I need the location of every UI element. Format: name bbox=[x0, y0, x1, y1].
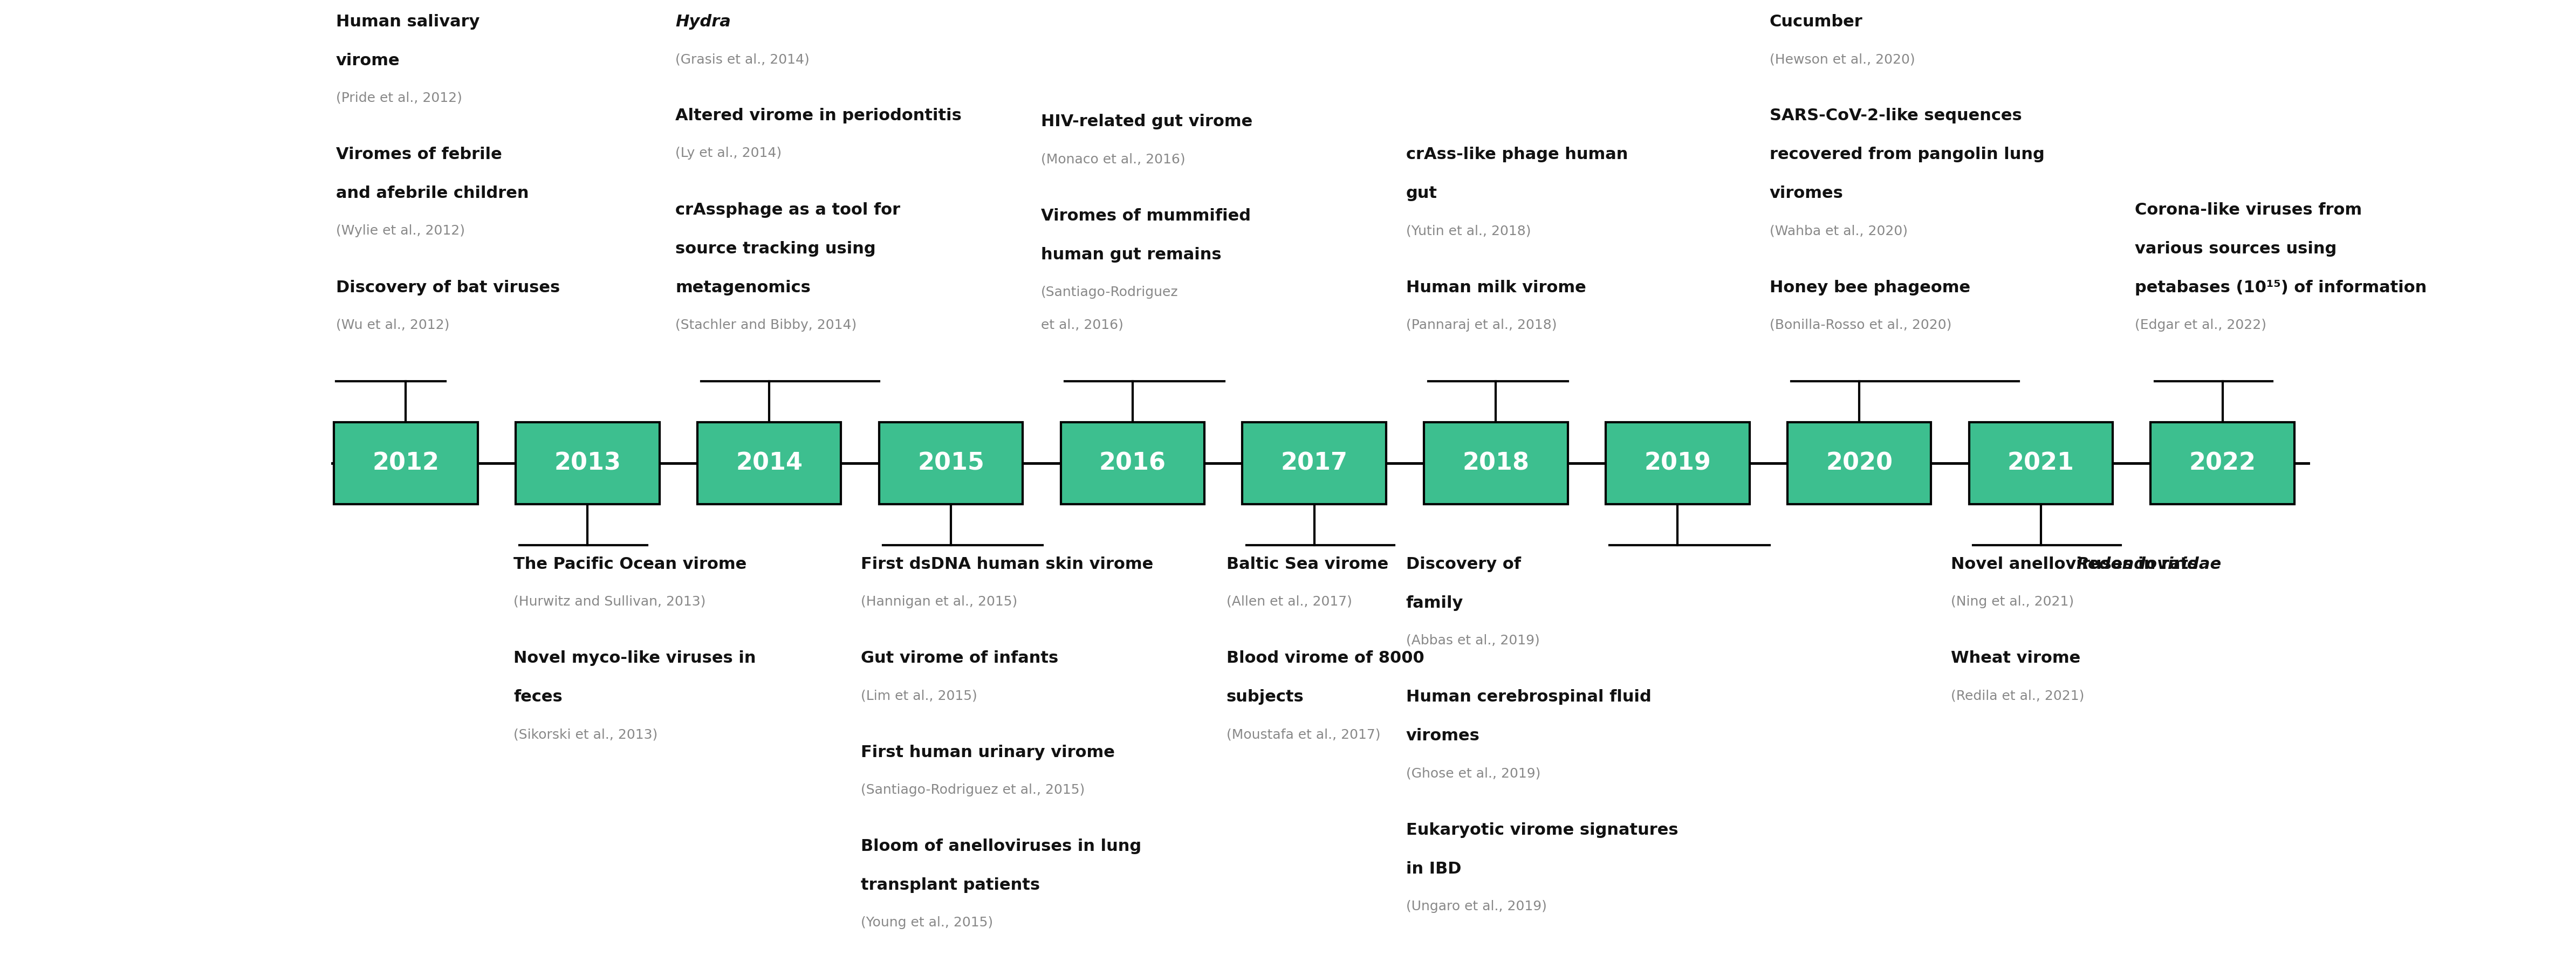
Text: Redondoviridae: Redondoviridae bbox=[2076, 556, 2221, 572]
Text: subjects: subjects bbox=[1226, 689, 1303, 704]
Text: 2021: 2021 bbox=[2007, 452, 2074, 475]
Text: 2019: 2019 bbox=[1643, 452, 1710, 475]
Text: (Monaco et al., 2016): (Monaco et al., 2016) bbox=[1041, 153, 1185, 166]
Text: recovered from pangolin lung: recovered from pangolin lung bbox=[1770, 147, 2045, 163]
Text: and afebrile children: and afebrile children bbox=[335, 186, 528, 202]
Text: Altered virome in periodontitis: Altered virome in periodontitis bbox=[675, 109, 961, 124]
Text: 2018: 2018 bbox=[1463, 452, 1530, 475]
Text: (Wahba et al., 2020): (Wahba et al., 2020) bbox=[1770, 225, 1906, 237]
Text: (Edgar et al., 2022): (Edgar et al., 2022) bbox=[2136, 319, 2267, 331]
Text: (Ghose et al., 2019): (Ghose et al., 2019) bbox=[1406, 766, 1540, 780]
Text: 2017: 2017 bbox=[1280, 452, 1347, 475]
Text: human gut remains: human gut remains bbox=[1041, 247, 1221, 263]
Text: metagenomics: metagenomics bbox=[675, 280, 811, 296]
Text: First human urinary virome: First human urinary virome bbox=[860, 744, 1115, 760]
Text: Human milk virome: Human milk virome bbox=[1406, 280, 1587, 296]
Text: 2013: 2013 bbox=[554, 452, 621, 475]
Text: Bloom of anelloviruses in lung: Bloom of anelloviruses in lung bbox=[860, 838, 1141, 854]
Text: HIV-related gut virome: HIV-related gut virome bbox=[1041, 114, 1252, 130]
Text: (Yutin et al., 2018): (Yutin et al., 2018) bbox=[1406, 225, 1530, 237]
Text: (Abbas et al., 2019): (Abbas et al., 2019) bbox=[1406, 634, 1540, 647]
Text: SARS-CoV-2-like sequences: SARS-CoV-2-like sequences bbox=[1770, 109, 2022, 124]
Text: (Stachler and Bibby, 2014): (Stachler and Bibby, 2014) bbox=[675, 319, 858, 331]
Text: (Ly et al., 2014): (Ly et al., 2014) bbox=[675, 147, 781, 160]
Text: Human cerebrospinal fluid: Human cerebrospinal fluid bbox=[1406, 689, 1651, 704]
Text: source tracking using: source tracking using bbox=[675, 241, 876, 257]
Text: family: family bbox=[1406, 595, 1463, 610]
Text: 2016: 2016 bbox=[1100, 452, 1167, 475]
Text: (Redila et al., 2021): (Redila et al., 2021) bbox=[1950, 689, 2084, 703]
FancyBboxPatch shape bbox=[1605, 422, 1749, 504]
Text: (Allen et al., 2017): (Allen et al., 2017) bbox=[1226, 595, 1352, 609]
Text: Discovery of: Discovery of bbox=[1406, 556, 1528, 572]
Text: Cucumber: Cucumber bbox=[1770, 15, 1862, 30]
Text: (Wylie et al., 2012): (Wylie et al., 2012) bbox=[335, 225, 464, 237]
Text: (Grasis et al., 2014): (Grasis et al., 2014) bbox=[675, 53, 809, 66]
Text: viromes: viromes bbox=[1406, 728, 1479, 744]
Text: (Pride et al., 2012): (Pride et al., 2012) bbox=[335, 92, 461, 105]
FancyBboxPatch shape bbox=[335, 422, 477, 504]
Text: (Hannigan et al., 2015): (Hannigan et al., 2015) bbox=[860, 595, 1018, 609]
Text: 2012: 2012 bbox=[374, 452, 440, 475]
Text: Human salivary: Human salivary bbox=[335, 15, 479, 30]
Text: Gut virome of infants: Gut virome of infants bbox=[860, 650, 1059, 666]
Text: 2022: 2022 bbox=[2190, 452, 2257, 475]
FancyBboxPatch shape bbox=[1788, 422, 1932, 504]
Text: Viromes of febrile: Viromes of febrile bbox=[335, 147, 502, 163]
Text: gut: gut bbox=[1406, 186, 1437, 202]
Text: (Moustafa et al., 2017): (Moustafa et al., 2017) bbox=[1226, 728, 1381, 741]
Text: Eukaryotic virome signatures: Eukaryotic virome signatures bbox=[1406, 822, 1677, 838]
Text: Discovery of bat viruses: Discovery of bat viruses bbox=[335, 280, 559, 296]
Text: Honey bee phageome: Honey bee phageome bbox=[1770, 280, 1971, 296]
Text: 2015: 2015 bbox=[917, 452, 984, 475]
FancyBboxPatch shape bbox=[1968, 422, 2112, 504]
Text: (Ning et al., 2021): (Ning et al., 2021) bbox=[1950, 595, 2074, 609]
Text: crAss-like phage human: crAss-like phage human bbox=[1406, 147, 1628, 163]
Text: (Ungaro et al., 2019): (Ungaro et al., 2019) bbox=[1406, 899, 1546, 913]
Text: feces: feces bbox=[513, 689, 562, 704]
Text: (Bonilla-Rosso et al., 2020): (Bonilla-Rosso et al., 2020) bbox=[1770, 319, 1953, 331]
Text: in IBD: in IBD bbox=[1406, 860, 1461, 877]
Text: (Sikorski et al., 2013): (Sikorski et al., 2013) bbox=[513, 728, 657, 741]
FancyBboxPatch shape bbox=[878, 422, 1023, 504]
Text: First dsDNA human skin virome: First dsDNA human skin virome bbox=[860, 556, 1154, 572]
Text: (Hewson et al., 2020): (Hewson et al., 2020) bbox=[1770, 53, 1914, 66]
Text: (Wu et al., 2012): (Wu et al., 2012) bbox=[335, 319, 448, 331]
Text: et al., 2016): et al., 2016) bbox=[1041, 319, 1123, 331]
Text: viromes: viromes bbox=[1770, 186, 1844, 202]
Text: virome: virome bbox=[335, 53, 399, 69]
Text: various sources using: various sources using bbox=[2136, 241, 2336, 257]
Text: Viromes of mummified: Viromes of mummified bbox=[1041, 208, 1249, 224]
Text: Novel anelloviruses in rats: Novel anelloviruses in rats bbox=[1950, 556, 2197, 572]
Text: 2020: 2020 bbox=[1826, 452, 1893, 475]
Text: transplant patients: transplant patients bbox=[860, 877, 1041, 893]
Text: The Pacific Ocean virome: The Pacific Ocean virome bbox=[513, 556, 747, 572]
FancyBboxPatch shape bbox=[515, 422, 659, 504]
Text: Baltic Sea virome: Baltic Sea virome bbox=[1226, 556, 1388, 572]
Text: (Santiago-Rodriguez: (Santiago-Rodriguez bbox=[1041, 286, 1177, 298]
Text: (Hurwitz and Sullivan, 2013): (Hurwitz and Sullivan, 2013) bbox=[513, 595, 706, 609]
Text: (Pannaraj et al., 2018): (Pannaraj et al., 2018) bbox=[1406, 319, 1556, 331]
Text: Hydra: Hydra bbox=[675, 15, 732, 30]
Text: Novel myco-like viruses in: Novel myco-like viruses in bbox=[513, 650, 757, 666]
Text: (Lim et al., 2015): (Lim et al., 2015) bbox=[860, 689, 976, 703]
Text: (Young et al., 2015): (Young et al., 2015) bbox=[860, 916, 994, 929]
Text: petabases (10¹⁵) of information: petabases (10¹⁵) of information bbox=[2136, 280, 2427, 296]
FancyBboxPatch shape bbox=[1425, 422, 1569, 504]
Text: Blood virome of 8000: Blood virome of 8000 bbox=[1226, 650, 1425, 666]
FancyBboxPatch shape bbox=[1242, 422, 1386, 504]
FancyBboxPatch shape bbox=[698, 422, 840, 504]
Text: 2014: 2014 bbox=[737, 452, 804, 475]
FancyBboxPatch shape bbox=[1061, 422, 1206, 504]
FancyBboxPatch shape bbox=[2151, 422, 2295, 504]
Text: Wheat virome: Wheat virome bbox=[1950, 650, 2081, 666]
Text: Corona-like viruses from: Corona-like viruses from bbox=[2136, 203, 2362, 218]
Text: crAssphage as a tool for: crAssphage as a tool for bbox=[675, 203, 902, 218]
Text: (Santiago-Rodriguez et al., 2015): (Santiago-Rodriguez et al., 2015) bbox=[860, 783, 1084, 797]
